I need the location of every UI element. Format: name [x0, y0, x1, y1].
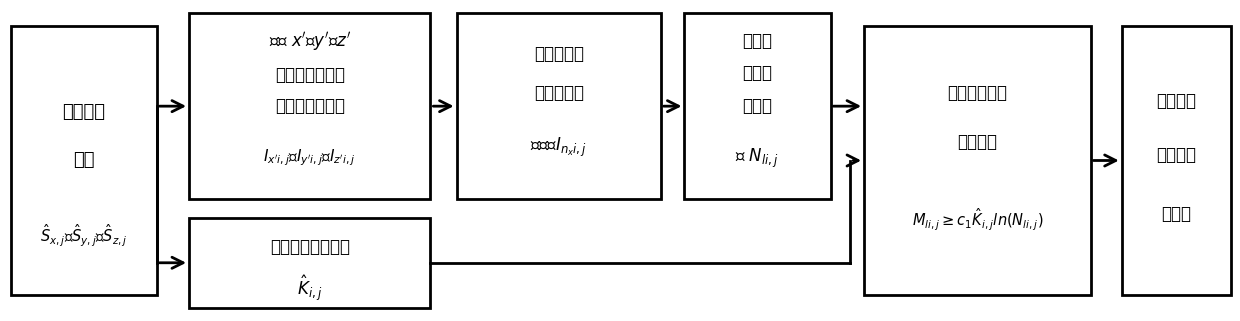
- Text: 数 $N_{li,j}$: 数 $N_{li,j}$: [735, 146, 780, 170]
- FancyBboxPatch shape: [188, 13, 430, 199]
- Text: 源需求量: 源需求量: [957, 133, 997, 151]
- Text: $I_{x'i,j}$、$I_{y'i,j}$、$I_{z'i,j}$: $I_{x'i,j}$、$I_{y'i,j}$、$I_{z'i,j}$: [263, 148, 356, 169]
- Text: 目标信息: 目标信息: [62, 103, 105, 121]
- FancyBboxPatch shape: [864, 26, 1091, 295]
- Text: 确定雷达方: 确定雷达方: [533, 45, 584, 63]
- Text: 所需相: 所需相: [743, 64, 773, 82]
- Text: 雷达选取: 雷达选取: [1156, 92, 1197, 110]
- Text: 目标方位像稀疏度: 目标方位像稀疏度: [270, 238, 350, 256]
- Text: $M_{li,j} \geq c_1\hat{K}_{i,j}ln(N_{li,j})$: $M_{li,j} \geq c_1\hat{K}_{i,j}ln(N_{li,…: [911, 206, 1043, 233]
- Text: 目标 $x'$、$y'$、$z'$: 目标 $x'$、$y'$、$z'$: [269, 30, 351, 53]
- Text: 干脉冲: 干脉冲: [743, 97, 773, 115]
- Text: 位向的总投: 位向的总投: [533, 84, 584, 102]
- FancyBboxPatch shape: [456, 13, 661, 199]
- Text: 度建模: 度建模: [1161, 205, 1192, 223]
- Text: 融合: 融合: [73, 152, 94, 169]
- Text: $\hat{K}_{i,j}$: $\hat{K}_{i,j}$: [298, 273, 322, 303]
- Text: 达方位向的投影: 达方位向的投影: [275, 97, 345, 115]
- FancyBboxPatch shape: [188, 218, 430, 308]
- FancyBboxPatch shape: [1122, 26, 1230, 295]
- FancyBboxPatch shape: [11, 26, 156, 295]
- FancyBboxPatch shape: [684, 13, 831, 199]
- Text: 和资源调: 和资源调: [1156, 146, 1197, 164]
- Text: $\hat{S}_{x,j}$、$\hat{S}_{y,j}$、$\hat{S}_{z,j}$: $\hat{S}_{x,j}$、$\hat{S}_{y,j}$、$\hat{S}…: [40, 222, 128, 249]
- Text: 投影后: 投影后: [743, 32, 773, 50]
- Text: 投影后目标资: 投影后目标资: [947, 84, 1007, 102]
- Text: 轴上的尺寸在雷: 轴上的尺寸在雷: [275, 66, 345, 84]
- Text: 影尺寸$I_{n_x i,j}$: 影尺寸$I_{n_x i,j}$: [531, 135, 588, 159]
